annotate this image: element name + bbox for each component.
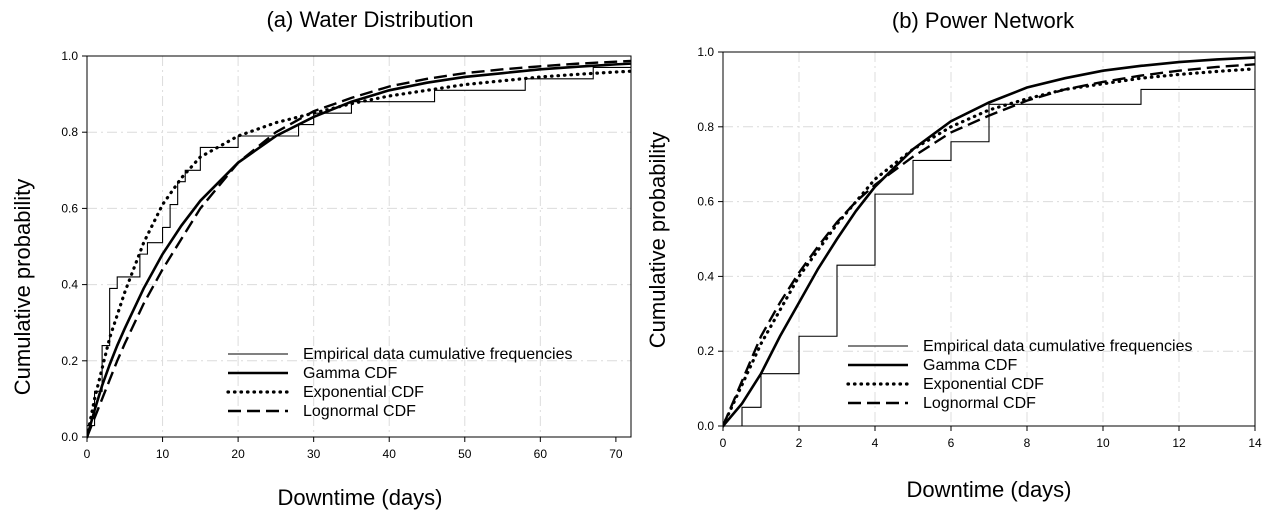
x-tick-label: 0 bbox=[720, 436, 727, 450]
x-tick-label: 60 bbox=[534, 447, 548, 461]
axes: 0 10 20 30 40 50 60 70 0.0 0.2 0.4 0.6 0.8 1.0 bbox=[61, 49, 632, 461]
legend-label: Gamma CDF bbox=[303, 365, 397, 382]
legend-label: Gamma CDF bbox=[923, 357, 1017, 374]
x-tick-label: 50 bbox=[458, 447, 472, 461]
legend-label: Empirical data cumulative frequencies bbox=[303, 346, 572, 363]
x-tick-label: 40 bbox=[383, 447, 397, 461]
legend-label: Lognormal CDF bbox=[303, 403, 416, 420]
legend-label: Exponential CDF bbox=[923, 376, 1044, 393]
x-tick-label: 14 bbox=[1248, 436, 1262, 450]
y-tick-label: 0.6 bbox=[61, 201, 78, 215]
y-tick-label: 0.2 bbox=[697, 344, 714, 358]
x-axis-label: Downtime (days) bbox=[277, 485, 442, 510]
legend: Empirical data cumulative frequencies Gam… bbox=[846, 338, 1192, 412]
legend: Empirical data cumulative frequencies Gam… bbox=[226, 346, 572, 420]
y-tick-label: 0.8 bbox=[61, 125, 78, 139]
x-tick-label: 0 bbox=[84, 447, 91, 461]
series bbox=[87, 59, 631, 439]
series-line-solid-thick bbox=[87, 62, 631, 438]
grid bbox=[723, 52, 1255, 426]
y-tick-label: 0.4 bbox=[61, 278, 78, 292]
x-tick-label: 70 bbox=[609, 447, 623, 461]
y-tick-label: 0.6 bbox=[697, 195, 714, 209]
series-line-step-thin bbox=[723, 70, 1255, 427]
y-tick-label: 0.4 bbox=[697, 269, 714, 283]
y-tick-label: 1.0 bbox=[697, 45, 714, 59]
legend-label: Empirical data cumulative frequencies bbox=[923, 338, 1192, 355]
y-tick-label: 0.2 bbox=[61, 354, 78, 368]
x-tick-label: 30 bbox=[307, 447, 321, 461]
chart-title: (b) Power Network bbox=[892, 8, 1075, 33]
water-distribution-chart-svg: (a) Water Distribution Downtime (days) C… bbox=[10, 7, 632, 510]
x-tick-label: 12 bbox=[1172, 436, 1186, 450]
series bbox=[723, 56, 1255, 428]
series-line-dotted bbox=[723, 67, 1255, 428]
x-axis-label: Downtime (days) bbox=[906, 477, 1071, 502]
legend-label: Lognormal CDF bbox=[923, 395, 1036, 412]
x-tick-label: 10 bbox=[1096, 436, 1110, 450]
plot-frame bbox=[722, 51, 1256, 427]
plot-frame bbox=[86, 55, 632, 438]
y-tick-label: 0.8 bbox=[697, 120, 714, 134]
y-axis-label: Cumulative probability bbox=[645, 132, 670, 348]
series-line-dashed bbox=[723, 63, 1255, 427]
chart-title: (a) Water Distribution bbox=[266, 7, 473, 32]
power-network-chart-svg: (b) Power Network Downtime (days) Cumula… bbox=[645, 8, 1262, 502]
series-line-dashed bbox=[87, 59, 631, 438]
y-tick-label: 0.0 bbox=[697, 419, 714, 433]
x-tick-label: 10 bbox=[156, 447, 170, 461]
x-tick-label: 8 bbox=[1024, 436, 1031, 450]
legend-label: Exponential CDF bbox=[303, 384, 424, 401]
x-tick-label: 4 bbox=[872, 436, 879, 450]
x-tick-label: 2 bbox=[796, 436, 803, 450]
series-line-dotted bbox=[87, 69, 631, 439]
y-tick-label: 1.0 bbox=[61, 49, 78, 63]
y-tick-label: 0.0 bbox=[61, 430, 78, 444]
y-axis-label: Cumulative probability bbox=[10, 179, 35, 395]
x-tick-label: 6 bbox=[948, 436, 955, 450]
x-tick-label: 20 bbox=[231, 447, 245, 461]
chart-panel-power-network: (b) Power Network Downtime (days) Cumula… bbox=[640, 0, 1272, 518]
chart-panel-water-distribution: (a) Water Distribution Downtime (days) C… bbox=[10, 7, 632, 510]
axes: 0 2 4 6 8 10 12 14 0.0 0.2 0.4 0.6 0.8 1.0 bbox=[697, 45, 1262, 450]
